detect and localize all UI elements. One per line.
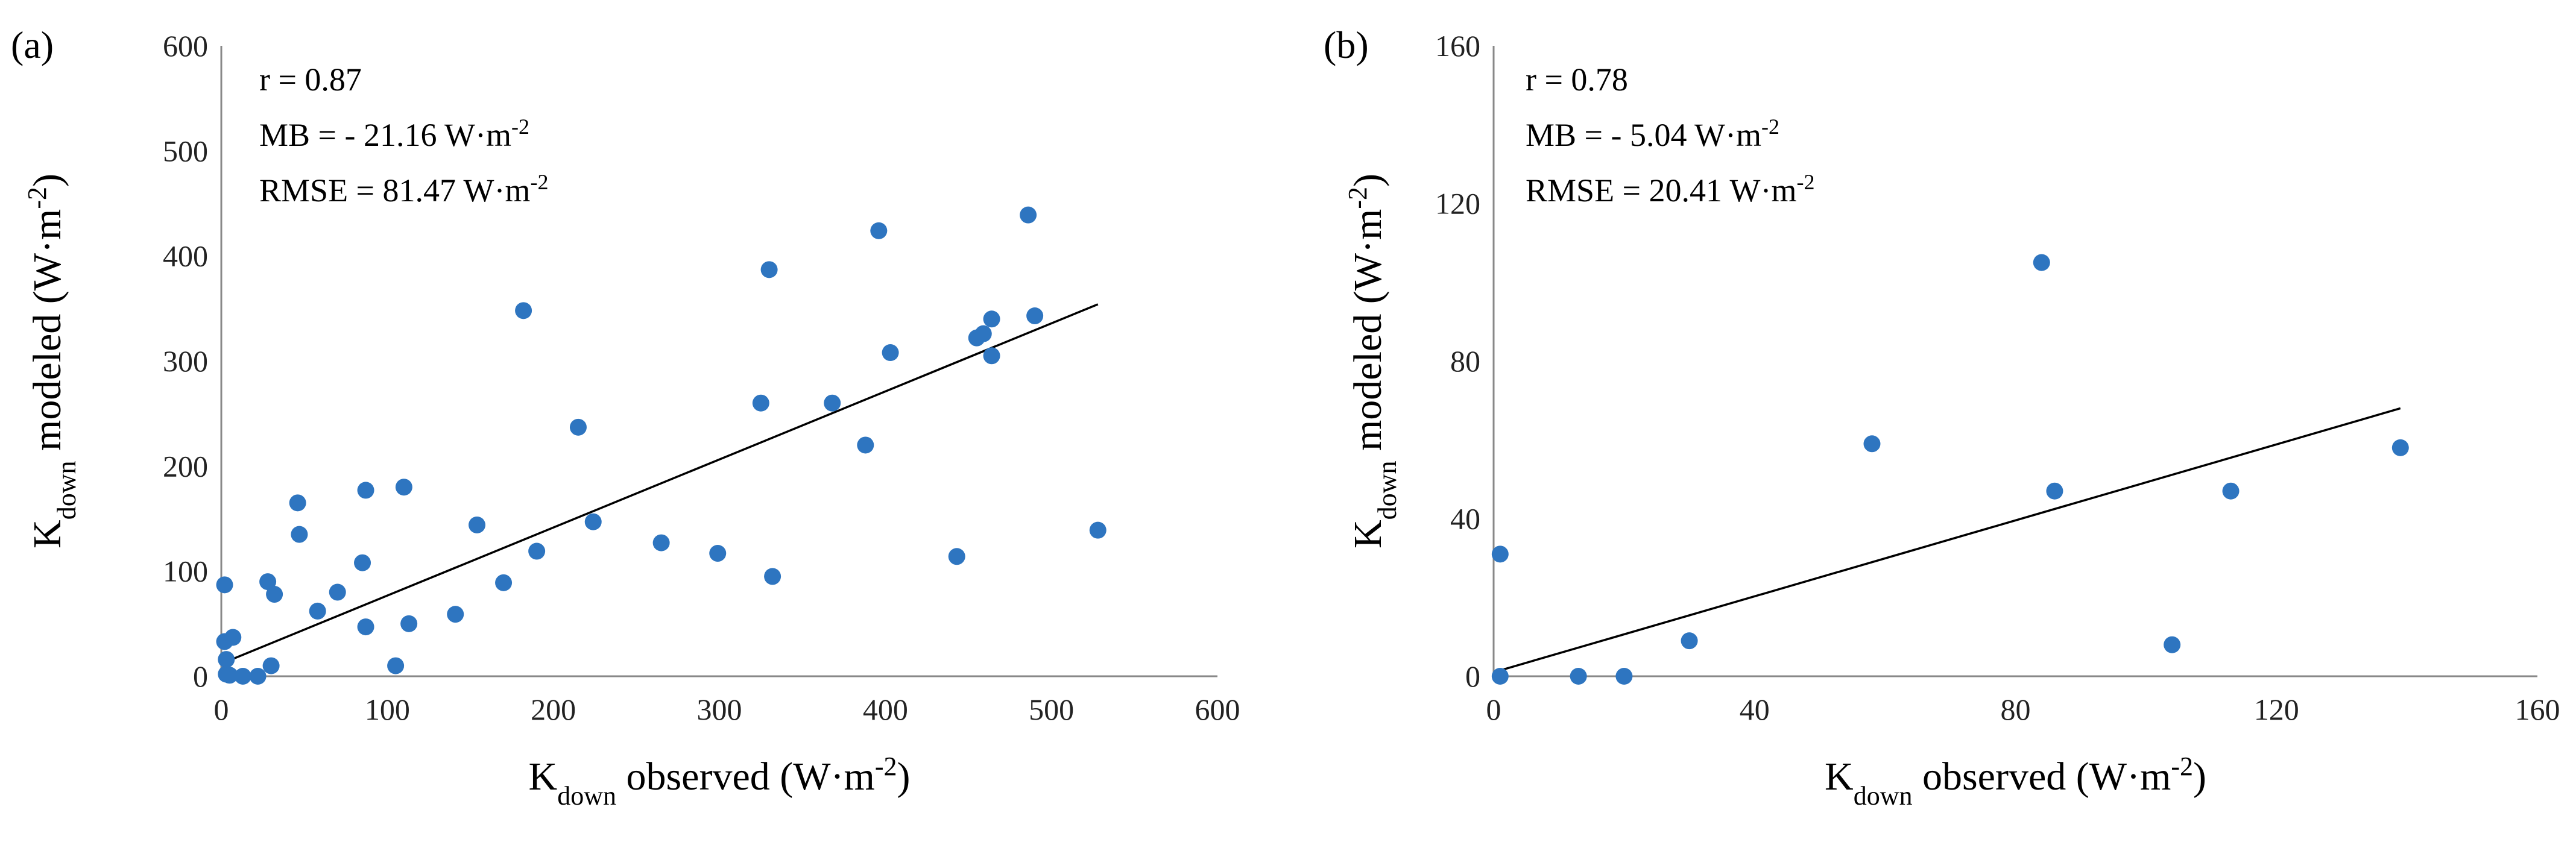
data-point: [218, 651, 235, 668]
x-tick-label: 80: [2001, 693, 2031, 726]
y-tick-label: 120: [1435, 187, 1480, 221]
data-point: [495, 574, 513, 591]
data-point: [221, 667, 238, 684]
data-point: [447, 606, 464, 623]
data-point: [857, 436, 874, 454]
y-tick-label: 0: [193, 659, 208, 693]
data-point: [824, 394, 841, 412]
y-tick-label: 300: [163, 344, 208, 378]
x-tick-label: 0: [1486, 693, 1501, 726]
data-point: [1681, 632, 1698, 650]
data-point: [1026, 307, 1044, 325]
y-tick-label: 400: [163, 239, 208, 273]
y-axis-label: Kdown modeled (W·m-2): [22, 174, 81, 548]
data-point: [1020, 206, 1037, 224]
data-point: [2391, 439, 2409, 456]
chart-panel-b: 0 40 80 120 160 0 40 80 120 160 (b) r = 0.78 MB = - …: [1324, 24, 2560, 811]
data-point: [395, 479, 412, 496]
panel-label: (b): [1324, 24, 1369, 66]
data-point: [266, 586, 283, 603]
data-point: [760, 261, 778, 278]
x-tick-label: 200: [531, 693, 576, 726]
data-point: [974, 325, 992, 342]
data-point: [584, 513, 602, 530]
x-tick-label: 100: [365, 693, 410, 726]
y-tick-label: 100: [163, 555, 208, 588]
panel-label: (a): [11, 24, 54, 66]
data-point: [764, 568, 781, 585]
data-point: [469, 516, 486, 533]
x-tick-label: 0: [214, 693, 229, 726]
data-point: [870, 222, 888, 239]
stats-annotation: MB = - 21.16 W·m-2: [259, 115, 529, 153]
data-point: [387, 657, 405, 674]
x-tick-label: 500: [1029, 693, 1074, 726]
x-tick-label: 600: [1195, 693, 1240, 726]
y-tick-label: 600: [163, 29, 208, 63]
trend-line: [221, 303, 1099, 665]
x-tick-label: 160: [2515, 693, 2560, 726]
data-point: [262, 657, 280, 674]
data-point: [357, 482, 374, 499]
stats-annotation: RMSE = 81.47 W·m-2: [259, 170, 548, 209]
stats-annotation: r = 0.87: [259, 61, 362, 98]
data-point: [2046, 482, 2063, 500]
y-axis-label: Kdown modeled (W·m-2): [1343, 174, 1402, 548]
data-point: [515, 302, 532, 319]
data-point: [216, 576, 233, 594]
y-tick-label: 80: [1450, 344, 1480, 378]
data-point: [1491, 545, 1509, 563]
data-point: [709, 545, 727, 562]
data-point: [309, 602, 326, 620]
stats-annotation: r = 0.78: [1526, 61, 1628, 98]
trend-line: [1493, 407, 2401, 674]
x-axis-label: Kdown observed (W·m-2): [1825, 752, 2206, 811]
y-tick-label: 40: [1450, 502, 1480, 536]
data-point: [528, 542, 546, 560]
data-point: [1089, 521, 1106, 539]
data-point: [354, 554, 371, 571]
data-point: [948, 548, 965, 565]
data-point: [400, 615, 418, 632]
data-point: [569, 418, 587, 436]
x-tick-label: 400: [863, 693, 908, 726]
chart-panel-a: 0 100 200 300 400 500 600 0 100 200 300 400 500 600 (a…: [11, 24, 1240, 811]
data-point: [1615, 668, 1633, 685]
data-point: [2222, 482, 2240, 500]
x-tick-label: 40: [1740, 693, 1770, 726]
x-tick-label: 120: [2254, 693, 2299, 726]
data-point: [357, 618, 374, 636]
data-point: [234, 668, 251, 685]
data-point: [2164, 636, 2181, 653]
data-point: [1863, 435, 1881, 453]
data-point: [752, 394, 769, 412]
stats-annotation: RMSE = 20.41 W·m-2: [1526, 170, 1814, 209]
data-point: [329, 583, 346, 601]
data-point: [652, 534, 670, 551]
y-tick-label: 200: [163, 449, 208, 483]
data-point: [249, 668, 267, 685]
data-point: [2033, 254, 2050, 271]
data-point: [1491, 668, 1509, 685]
x-axis-label: Kdown observed (W·m-2): [529, 752, 911, 811]
data-point: [224, 629, 242, 646]
data-point: [983, 347, 1000, 365]
data-point: [259, 573, 277, 591]
y-tick-label: 0: [1465, 659, 1480, 693]
x-tick-label: 300: [697, 693, 742, 726]
data-point: [289, 494, 306, 512]
y-tick-label: 500: [163, 134, 208, 168]
y-tick-label: 160: [1435, 29, 1480, 63]
stats-annotation: MB = - 5.04 W·m-2: [1526, 115, 1779, 153]
data-point: [983, 310, 1000, 328]
data-point: [882, 344, 899, 362]
data-point: [291, 526, 308, 543]
data-point: [1570, 668, 1587, 685]
